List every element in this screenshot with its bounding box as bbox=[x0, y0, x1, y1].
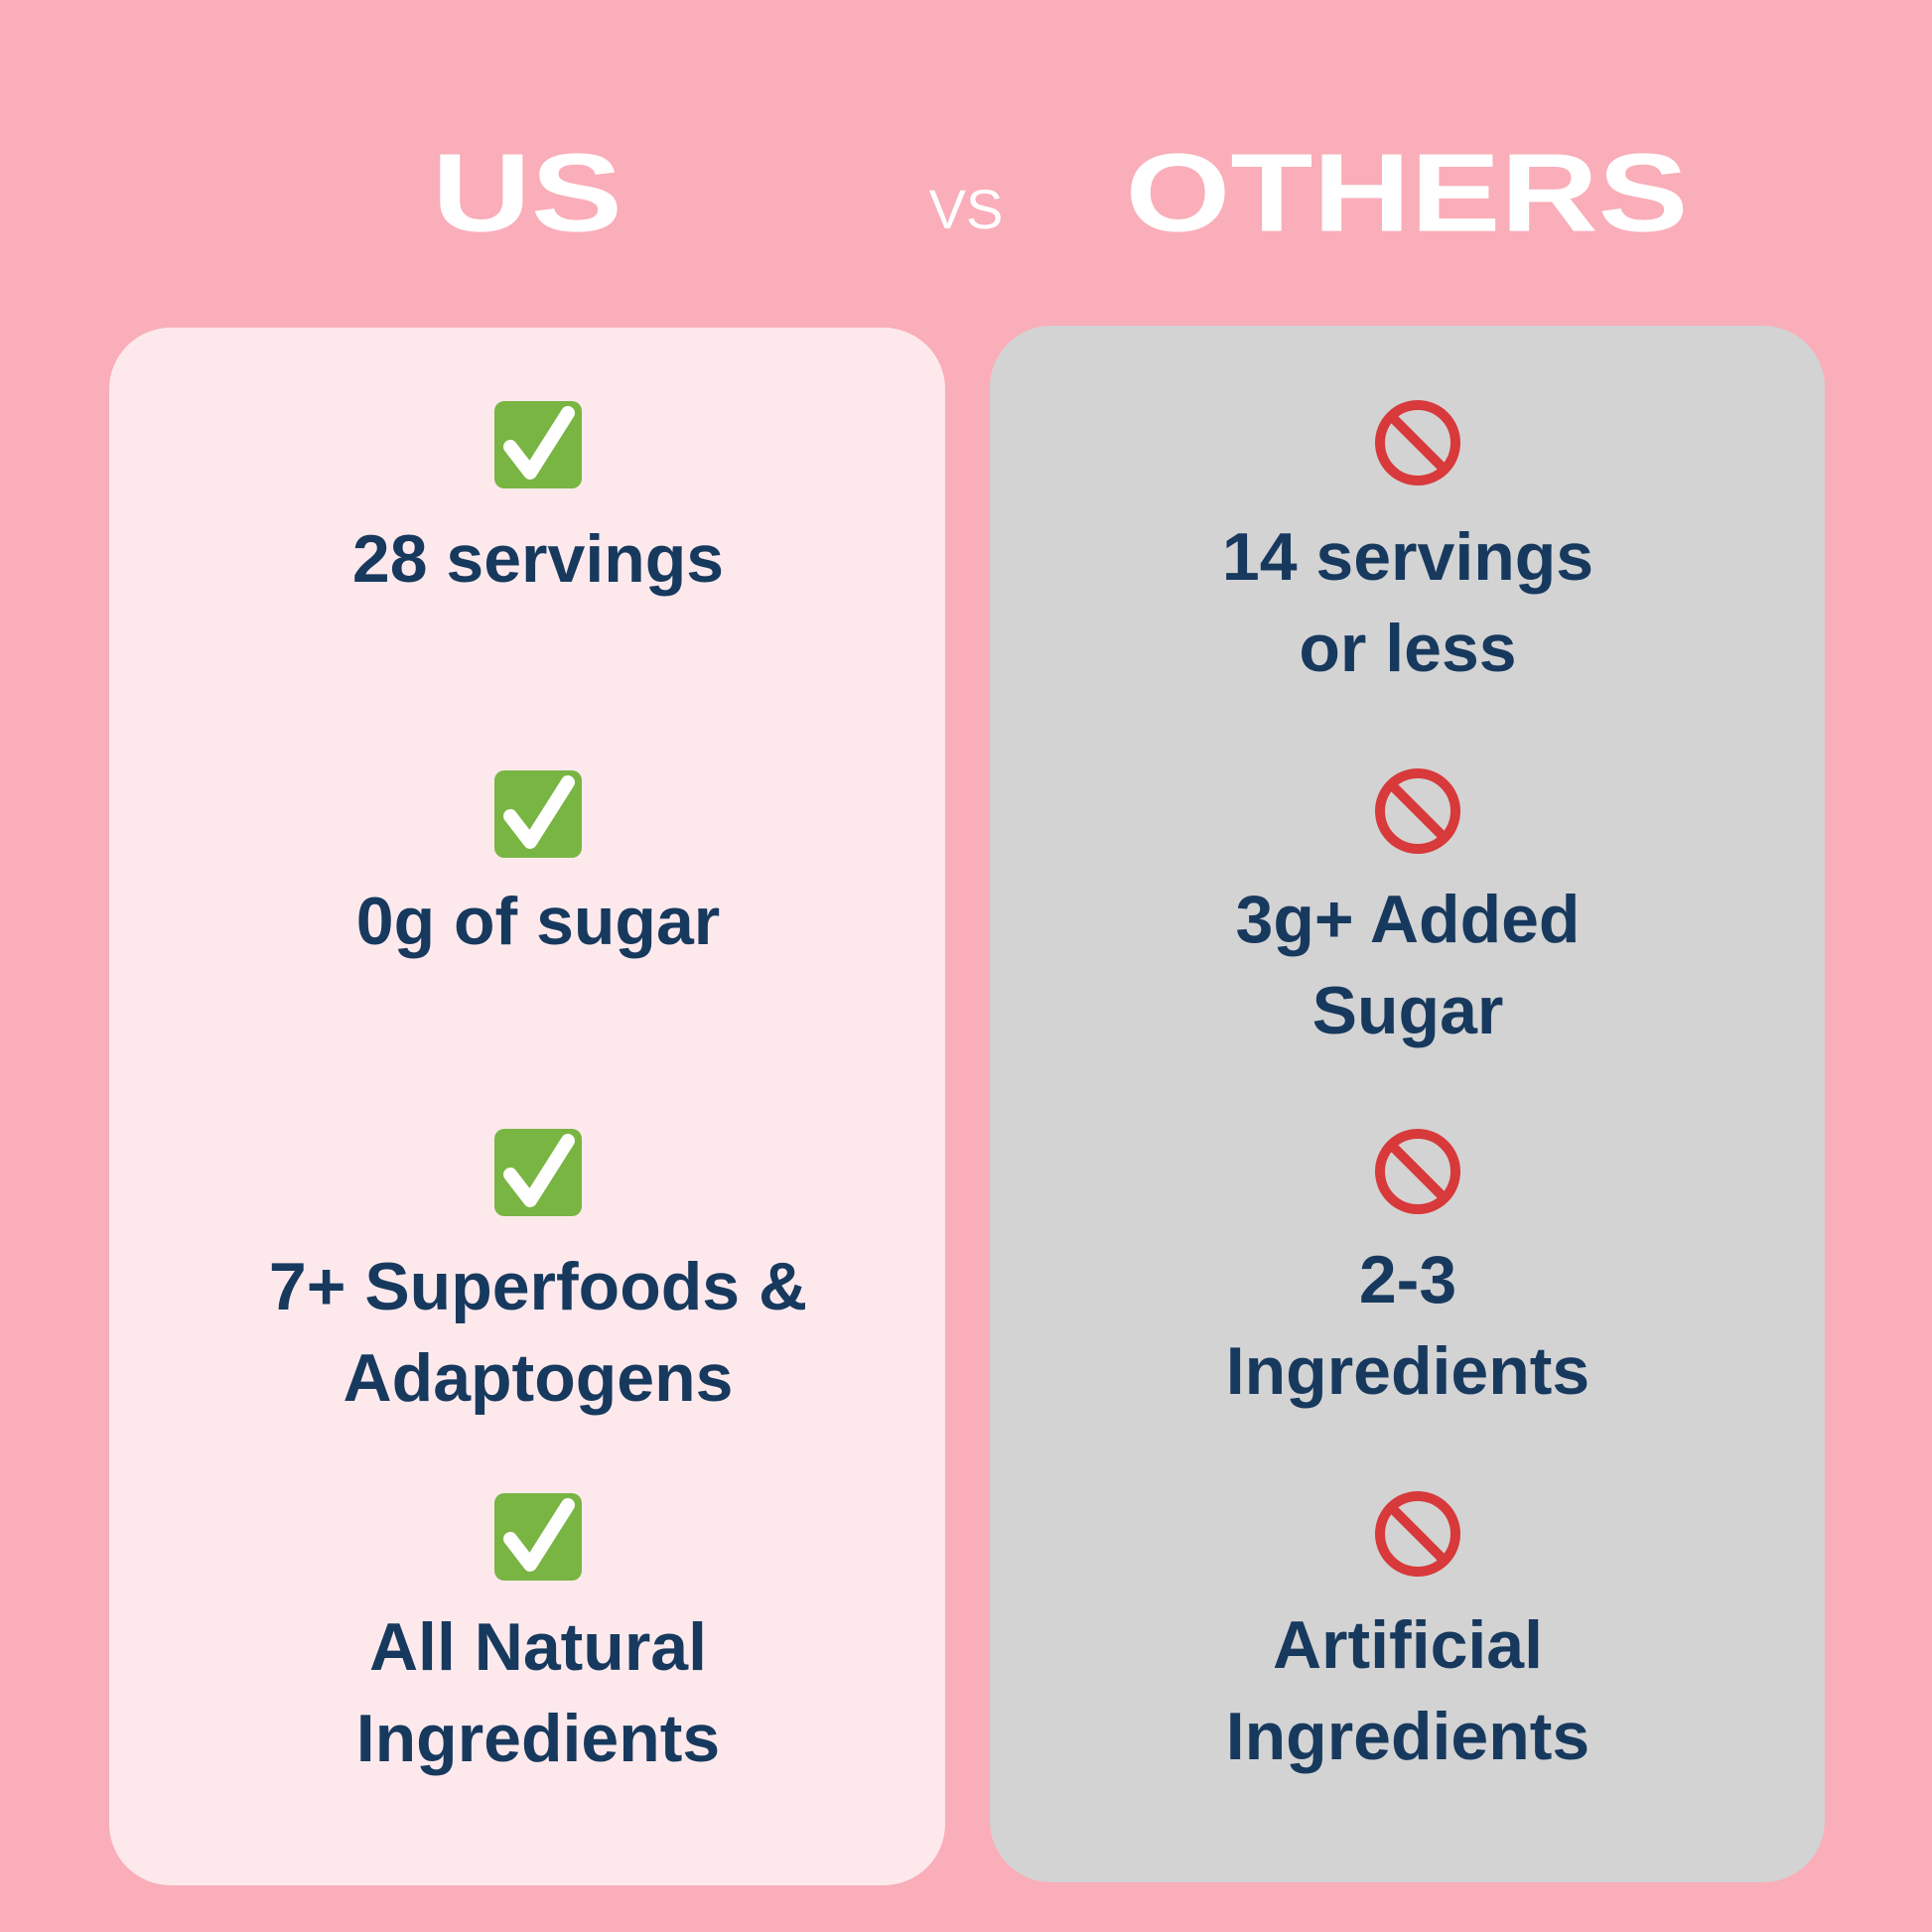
item-text: 0g of sugar bbox=[356, 884, 721, 959]
us-heading: US bbox=[432, 131, 622, 255]
item-text: Ingredients bbox=[1226, 1699, 1590, 1774]
items: 28 servings 0g of sugar 7+ Superfoods & Ada… bbox=[269, 400, 1593, 1776]
item-text: Ingredients bbox=[356, 1701, 721, 1776]
item-text: Adaptogens bbox=[344, 1340, 734, 1416]
item-text: Ingredients bbox=[1226, 1333, 1590, 1409]
others-card bbox=[990, 326, 1825, 1882]
vs-label: VS bbox=[929, 178, 1004, 240]
check-mark bbox=[503, 775, 575, 849]
check-mark bbox=[503, 1498, 575, 1572]
us-card bbox=[109, 328, 945, 1885]
item-text: 14 servings bbox=[1222, 519, 1593, 595]
prohibit-ring bbox=[1375, 400, 1460, 485]
prohibit-bar bbox=[1388, 413, 1448, 473]
prohibit-bar bbox=[1388, 781, 1448, 841]
item-text: Sugar bbox=[1312, 973, 1504, 1048]
check-icon bbox=[494, 1129, 582, 1216]
check-icon bbox=[494, 770, 582, 858]
item-text: or less bbox=[1299, 611, 1516, 686]
prohibit-ring bbox=[1375, 1491, 1460, 1577]
prohibit-bar bbox=[1388, 1142, 1448, 1201]
check-icon bbox=[494, 401, 582, 488]
prohibit-bar bbox=[1388, 1504, 1448, 1564]
check-mark bbox=[503, 406, 575, 480]
others-heading: OTHERS bbox=[1126, 131, 1689, 255]
item-text: 28 servings bbox=[352, 521, 724, 597]
prohibited-icon bbox=[1375, 1491, 1460, 1577]
prohibited-icon bbox=[1375, 1129, 1460, 1214]
item-text: All Natural bbox=[369, 1609, 707, 1685]
prohibited-icon bbox=[1375, 400, 1460, 485]
check-icon bbox=[494, 1493, 582, 1581]
prohibit-ring bbox=[1375, 1129, 1460, 1214]
item-text: 3g+ Added bbox=[1236, 882, 1581, 957]
item-text: 2-3 bbox=[1359, 1242, 1456, 1317]
check-mark bbox=[503, 1134, 575, 1207]
prohibited-icon bbox=[1375, 768, 1460, 854]
item-text: 7+ Superfoods & bbox=[269, 1249, 807, 1324]
prohibit-ring bbox=[1375, 768, 1460, 854]
item-text: Artificial bbox=[1273, 1607, 1543, 1683]
